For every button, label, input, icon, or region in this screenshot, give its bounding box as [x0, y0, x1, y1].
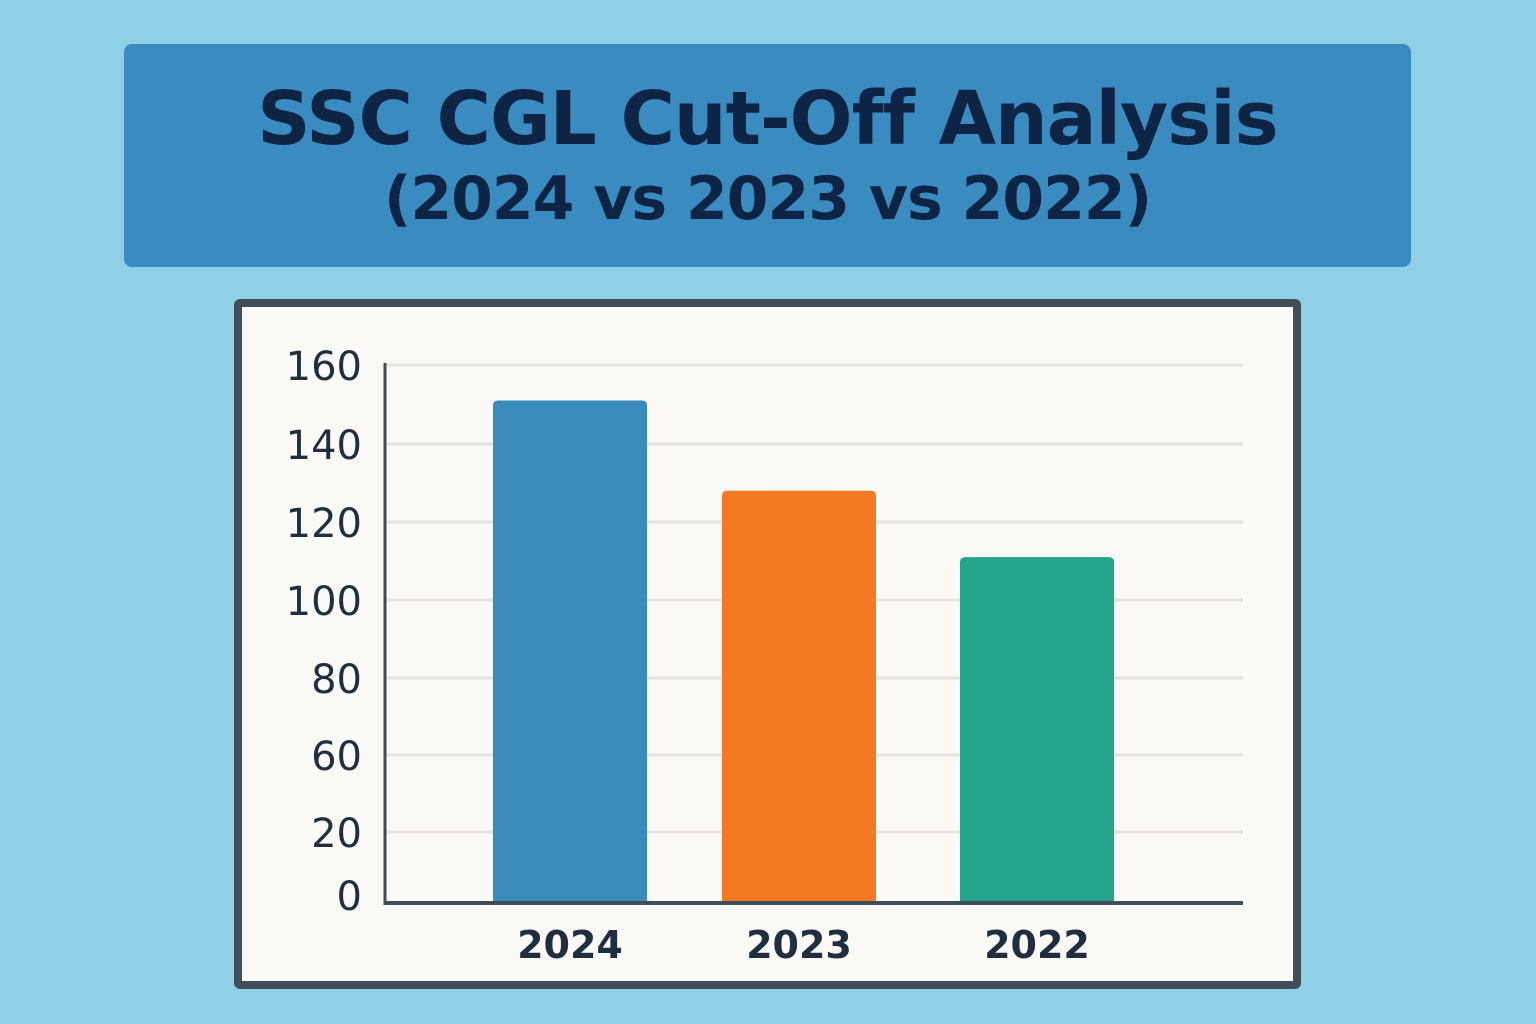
y-tick-label: 140	[286, 423, 362, 469]
bar-2024	[493, 400, 647, 903]
y-tick-label: 100	[286, 579, 362, 625]
y-tick-label: 80	[311, 657, 362, 703]
bar-2023	[722, 490, 876, 903]
y-tick-label: 20	[311, 811, 362, 857]
y-tick-label: 60	[311, 734, 362, 780]
chart-title: SSC CGL Cut-Off Analysis	[257, 76, 1278, 162]
x-tick-label: 2023	[746, 923, 852, 967]
chart-subtitle: (2024 vs 2023 vs 2022)	[383, 164, 1152, 234]
title-banner: SSC CGL Cut-Off Analysis (2024 vs 2023 v…	[124, 44, 1411, 267]
x-tick-label: 2024	[517, 923, 623, 967]
y-tick-label: 0	[337, 874, 362, 920]
bar-2022	[960, 557, 1114, 903]
y-tick-label: 160	[286, 344, 362, 390]
y-tick-label: 120	[286, 501, 362, 547]
x-tick-label: 2022	[984, 923, 1090, 967]
